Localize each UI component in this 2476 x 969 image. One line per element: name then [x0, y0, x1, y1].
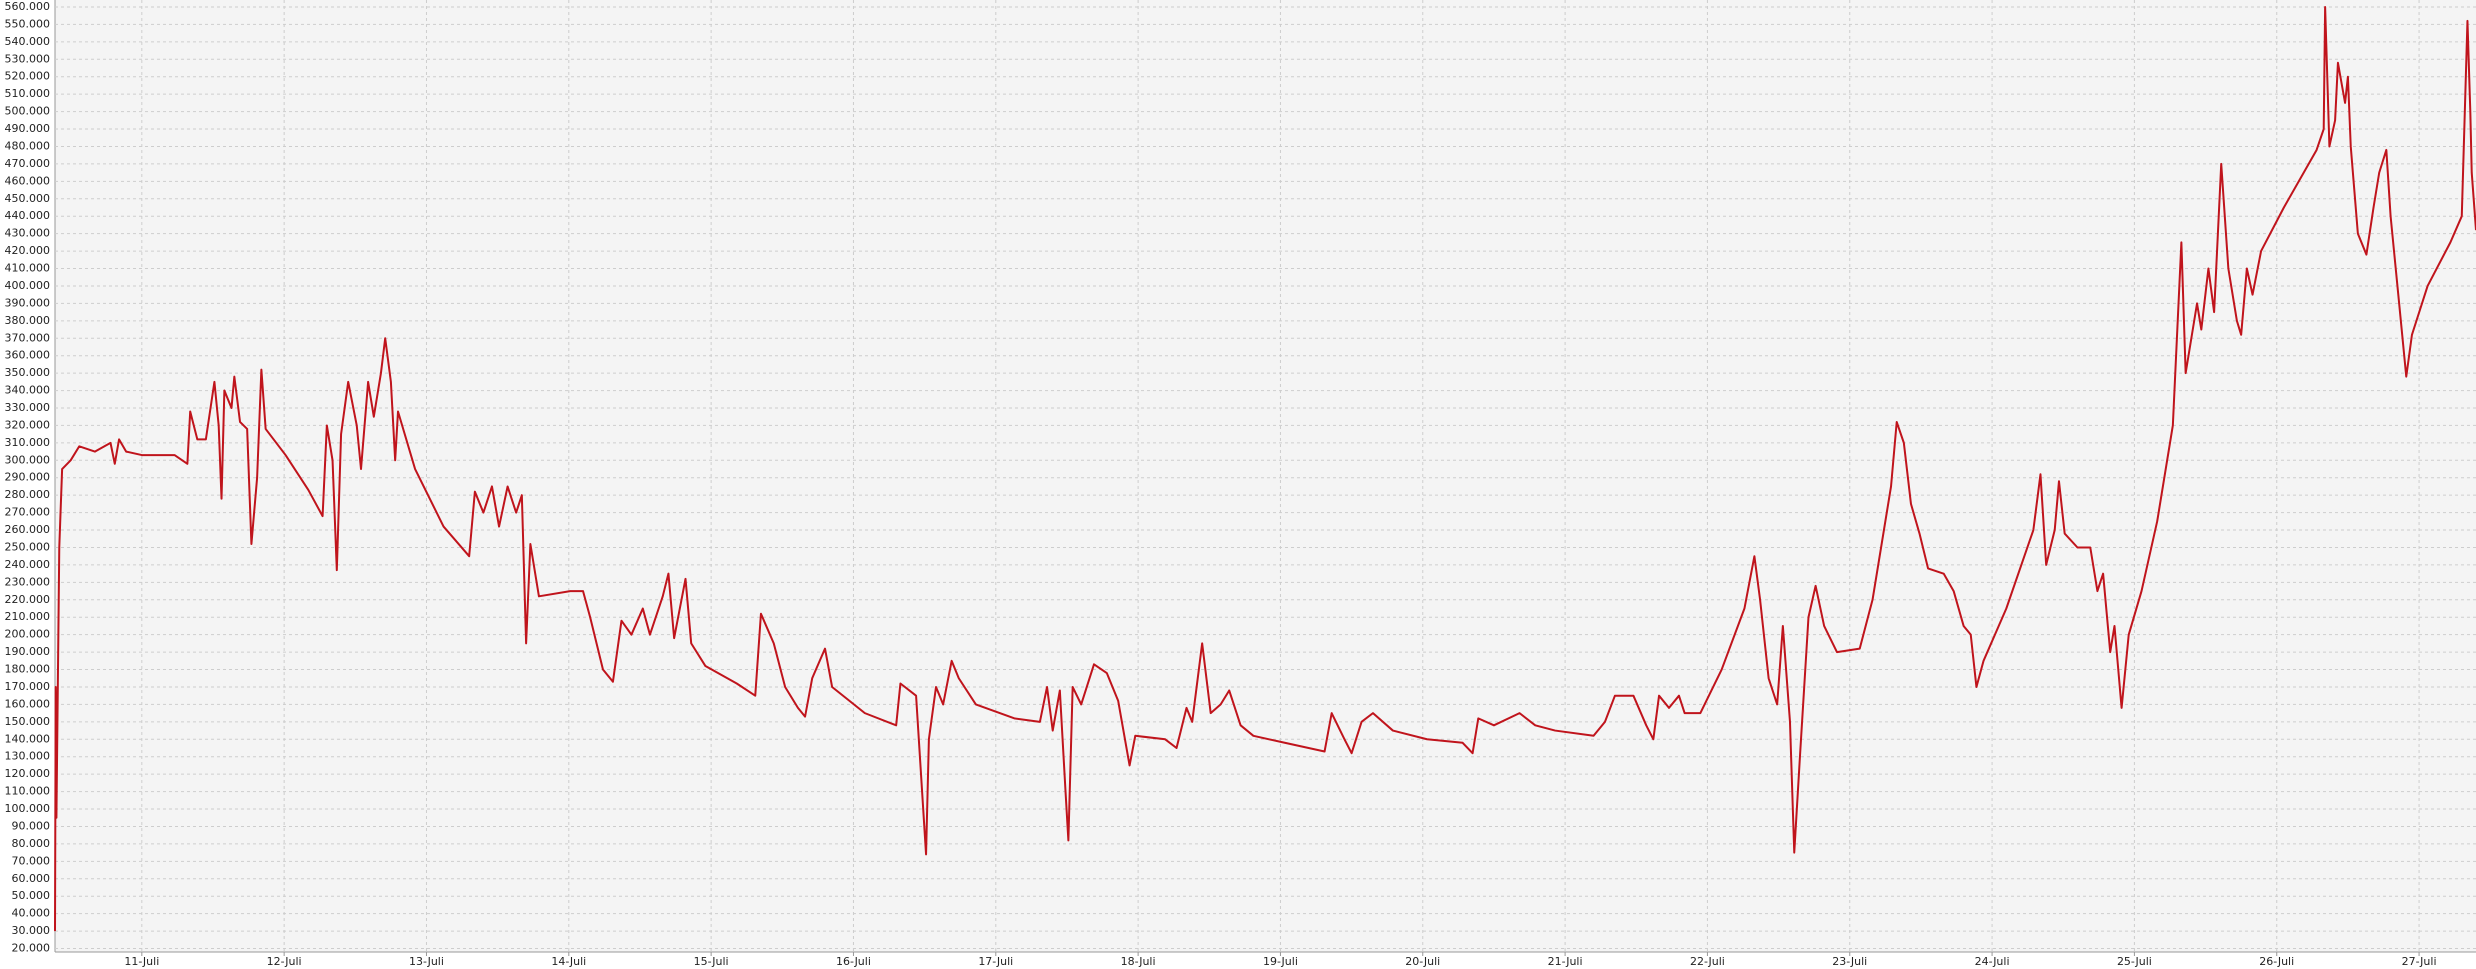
y-tick-label: 470.000	[5, 157, 51, 170]
x-tick-label: 18-Juli	[1121, 955, 1156, 968]
y-tick-label: 440.000	[5, 209, 51, 222]
y-tick-label: 200.000	[5, 628, 51, 641]
x-tick-label: 27-Juli	[2402, 955, 2437, 968]
y-tick-label: 360.000	[5, 349, 51, 362]
x-tick-label: 20-Juli	[1405, 955, 1440, 968]
x-tick-label: 14-Juli	[551, 955, 586, 968]
x-tick-label: 22-Juli	[1690, 955, 1725, 968]
y-tick-label: 30.000	[12, 924, 51, 937]
y-tick-label: 550.000	[5, 17, 51, 30]
y-tick-label: 50.000	[12, 889, 51, 902]
y-tick-label: 130.000	[5, 750, 51, 763]
x-tick-label: 24-Juli	[1975, 955, 2010, 968]
y-tick-label: 560.000	[5, 0, 51, 13]
y-tick-label: 250.000	[5, 540, 51, 553]
x-tick-label: 23-Juli	[1832, 955, 1867, 968]
y-tick-label: 80.000	[12, 837, 51, 850]
y-tick-label: 150.000	[5, 715, 51, 728]
y-tick-label: 60.000	[12, 872, 51, 885]
y-tick-label: 240.000	[5, 558, 51, 571]
y-tick-label: 330.000	[5, 401, 51, 414]
y-tick-label: 400.000	[5, 279, 51, 292]
y-tick-label: 460.000	[5, 174, 51, 187]
x-tick-label: 17-Juli	[978, 955, 1013, 968]
y-tick-label: 180.000	[5, 663, 51, 676]
x-tick-label: 15-Juli	[694, 955, 729, 968]
y-tick-label: 320.000	[5, 418, 51, 431]
plot-area	[55, 0, 2476, 952]
x-tick-label: 25-Juli	[2117, 955, 2152, 968]
y-tick-label: 490.000	[5, 122, 51, 135]
y-tick-label: 20.000	[12, 942, 51, 955]
y-tick-label: 390.000	[5, 296, 51, 309]
x-tick-label: 13-Juli	[409, 955, 444, 968]
y-tick-label: 120.000	[5, 767, 51, 780]
x-tick-label: 11-Juli	[124, 955, 159, 968]
y-tick-label: 310.000	[5, 436, 51, 449]
y-tick-label: 160.000	[5, 697, 51, 710]
y-tick-label: 520.000	[5, 70, 51, 83]
y-tick-label: 540.000	[5, 35, 51, 48]
x-tick-label: 26-Juli	[2259, 955, 2294, 968]
x-tick-label: 19-Juli	[1263, 955, 1298, 968]
y-tick-label: 410.000	[5, 262, 51, 275]
y-tick-label: 510.000	[5, 87, 51, 100]
y-tick-label: 300.000	[5, 453, 51, 466]
x-tick-label: 16-Juli	[836, 955, 871, 968]
y-tick-label: 450.000	[5, 192, 51, 205]
y-tick-label: 170.000	[5, 680, 51, 693]
x-tick-label: 21-Juli	[1548, 955, 1583, 968]
y-tick-label: 370.000	[5, 331, 51, 344]
y-tick-label: 280.000	[5, 488, 51, 501]
y-tick-label: 420.000	[5, 244, 51, 257]
y-tick-label: 350.000	[5, 366, 51, 379]
data-line	[54, 5, 2476, 932]
y-tick-label: 140.000	[5, 732, 51, 745]
y-tick-label: 110.000	[5, 785, 51, 798]
y-tick-label: 270.000	[5, 506, 51, 519]
y-tick-label: 340.000	[5, 384, 51, 397]
y-tick-label: 260.000	[5, 523, 51, 536]
y-tick-label: 90.000	[12, 819, 51, 832]
x-tick-label: 12-Juli	[267, 955, 302, 968]
y-tick-label: 190.000	[5, 645, 51, 658]
y-tick-label: 430.000	[5, 227, 51, 240]
y-tick-label: 530.000	[5, 52, 51, 65]
y-tick-label: 230.000	[5, 575, 51, 588]
y-tick-label: 210.000	[5, 610, 51, 623]
y-tick-label: 500.000	[5, 105, 51, 118]
y-tick-label: 100.000	[5, 802, 51, 815]
y-tick-label: 40.000	[12, 907, 51, 920]
y-tick-label: 290.000	[5, 471, 51, 484]
y-tick-label: 220.000	[5, 593, 51, 606]
y-tick-label: 480.000	[5, 139, 51, 152]
y-tick-label: 380.000	[5, 314, 51, 327]
y-tick-label: 70.000	[12, 854, 51, 867]
